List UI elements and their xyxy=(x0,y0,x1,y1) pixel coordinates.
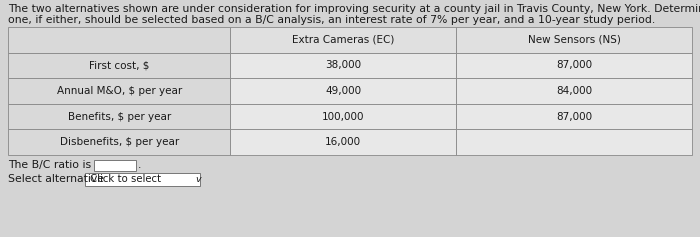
Text: New Sensors (NS): New Sensors (NS) xyxy=(528,35,620,45)
Bar xyxy=(8,129,230,155)
Text: 100,000: 100,000 xyxy=(322,112,365,122)
Text: 87,000: 87,000 xyxy=(556,60,592,70)
Text: Select alternative: Select alternative xyxy=(8,174,104,184)
Text: Extra Cameras (EC): Extra Cameras (EC) xyxy=(292,35,394,45)
Bar xyxy=(8,104,230,129)
Bar xyxy=(456,53,692,78)
Bar xyxy=(8,27,230,53)
Bar xyxy=(94,160,136,170)
Text: 87,000: 87,000 xyxy=(556,112,592,122)
Bar xyxy=(456,27,692,53)
Bar xyxy=(8,78,230,104)
Bar xyxy=(85,173,200,186)
Text: 49,000: 49,000 xyxy=(325,86,361,96)
Text: Disbenefits, $ per year: Disbenefits, $ per year xyxy=(60,137,178,147)
Bar xyxy=(8,53,230,78)
Text: 84,000: 84,000 xyxy=(556,86,592,96)
Text: The two alternatives shown are under consideration for improving security at a c: The two alternatives shown are under con… xyxy=(8,4,700,14)
Text: .: . xyxy=(138,160,141,170)
Bar xyxy=(230,104,456,129)
Bar xyxy=(230,27,456,53)
Text: one, if either, should be selected based on a B/C analysis, an interest rate of : one, if either, should be selected based… xyxy=(8,15,655,25)
Bar xyxy=(456,78,692,104)
Bar xyxy=(456,104,692,129)
Text: Annual M&O, $ per year: Annual M&O, $ per year xyxy=(57,86,182,96)
Bar xyxy=(230,53,456,78)
Bar xyxy=(456,129,692,155)
Text: v: v xyxy=(195,174,201,183)
Text: 16,000: 16,000 xyxy=(325,137,361,147)
Bar xyxy=(230,129,456,155)
Text: Click to select: Click to select xyxy=(90,174,161,184)
Text: 38,000: 38,000 xyxy=(325,60,361,70)
Text: Benefits, $ per year: Benefits, $ per year xyxy=(67,112,171,122)
Text: First cost, $: First cost, $ xyxy=(89,60,149,70)
Text: The B/C ratio is: The B/C ratio is xyxy=(8,160,91,170)
Bar xyxy=(230,78,456,104)
